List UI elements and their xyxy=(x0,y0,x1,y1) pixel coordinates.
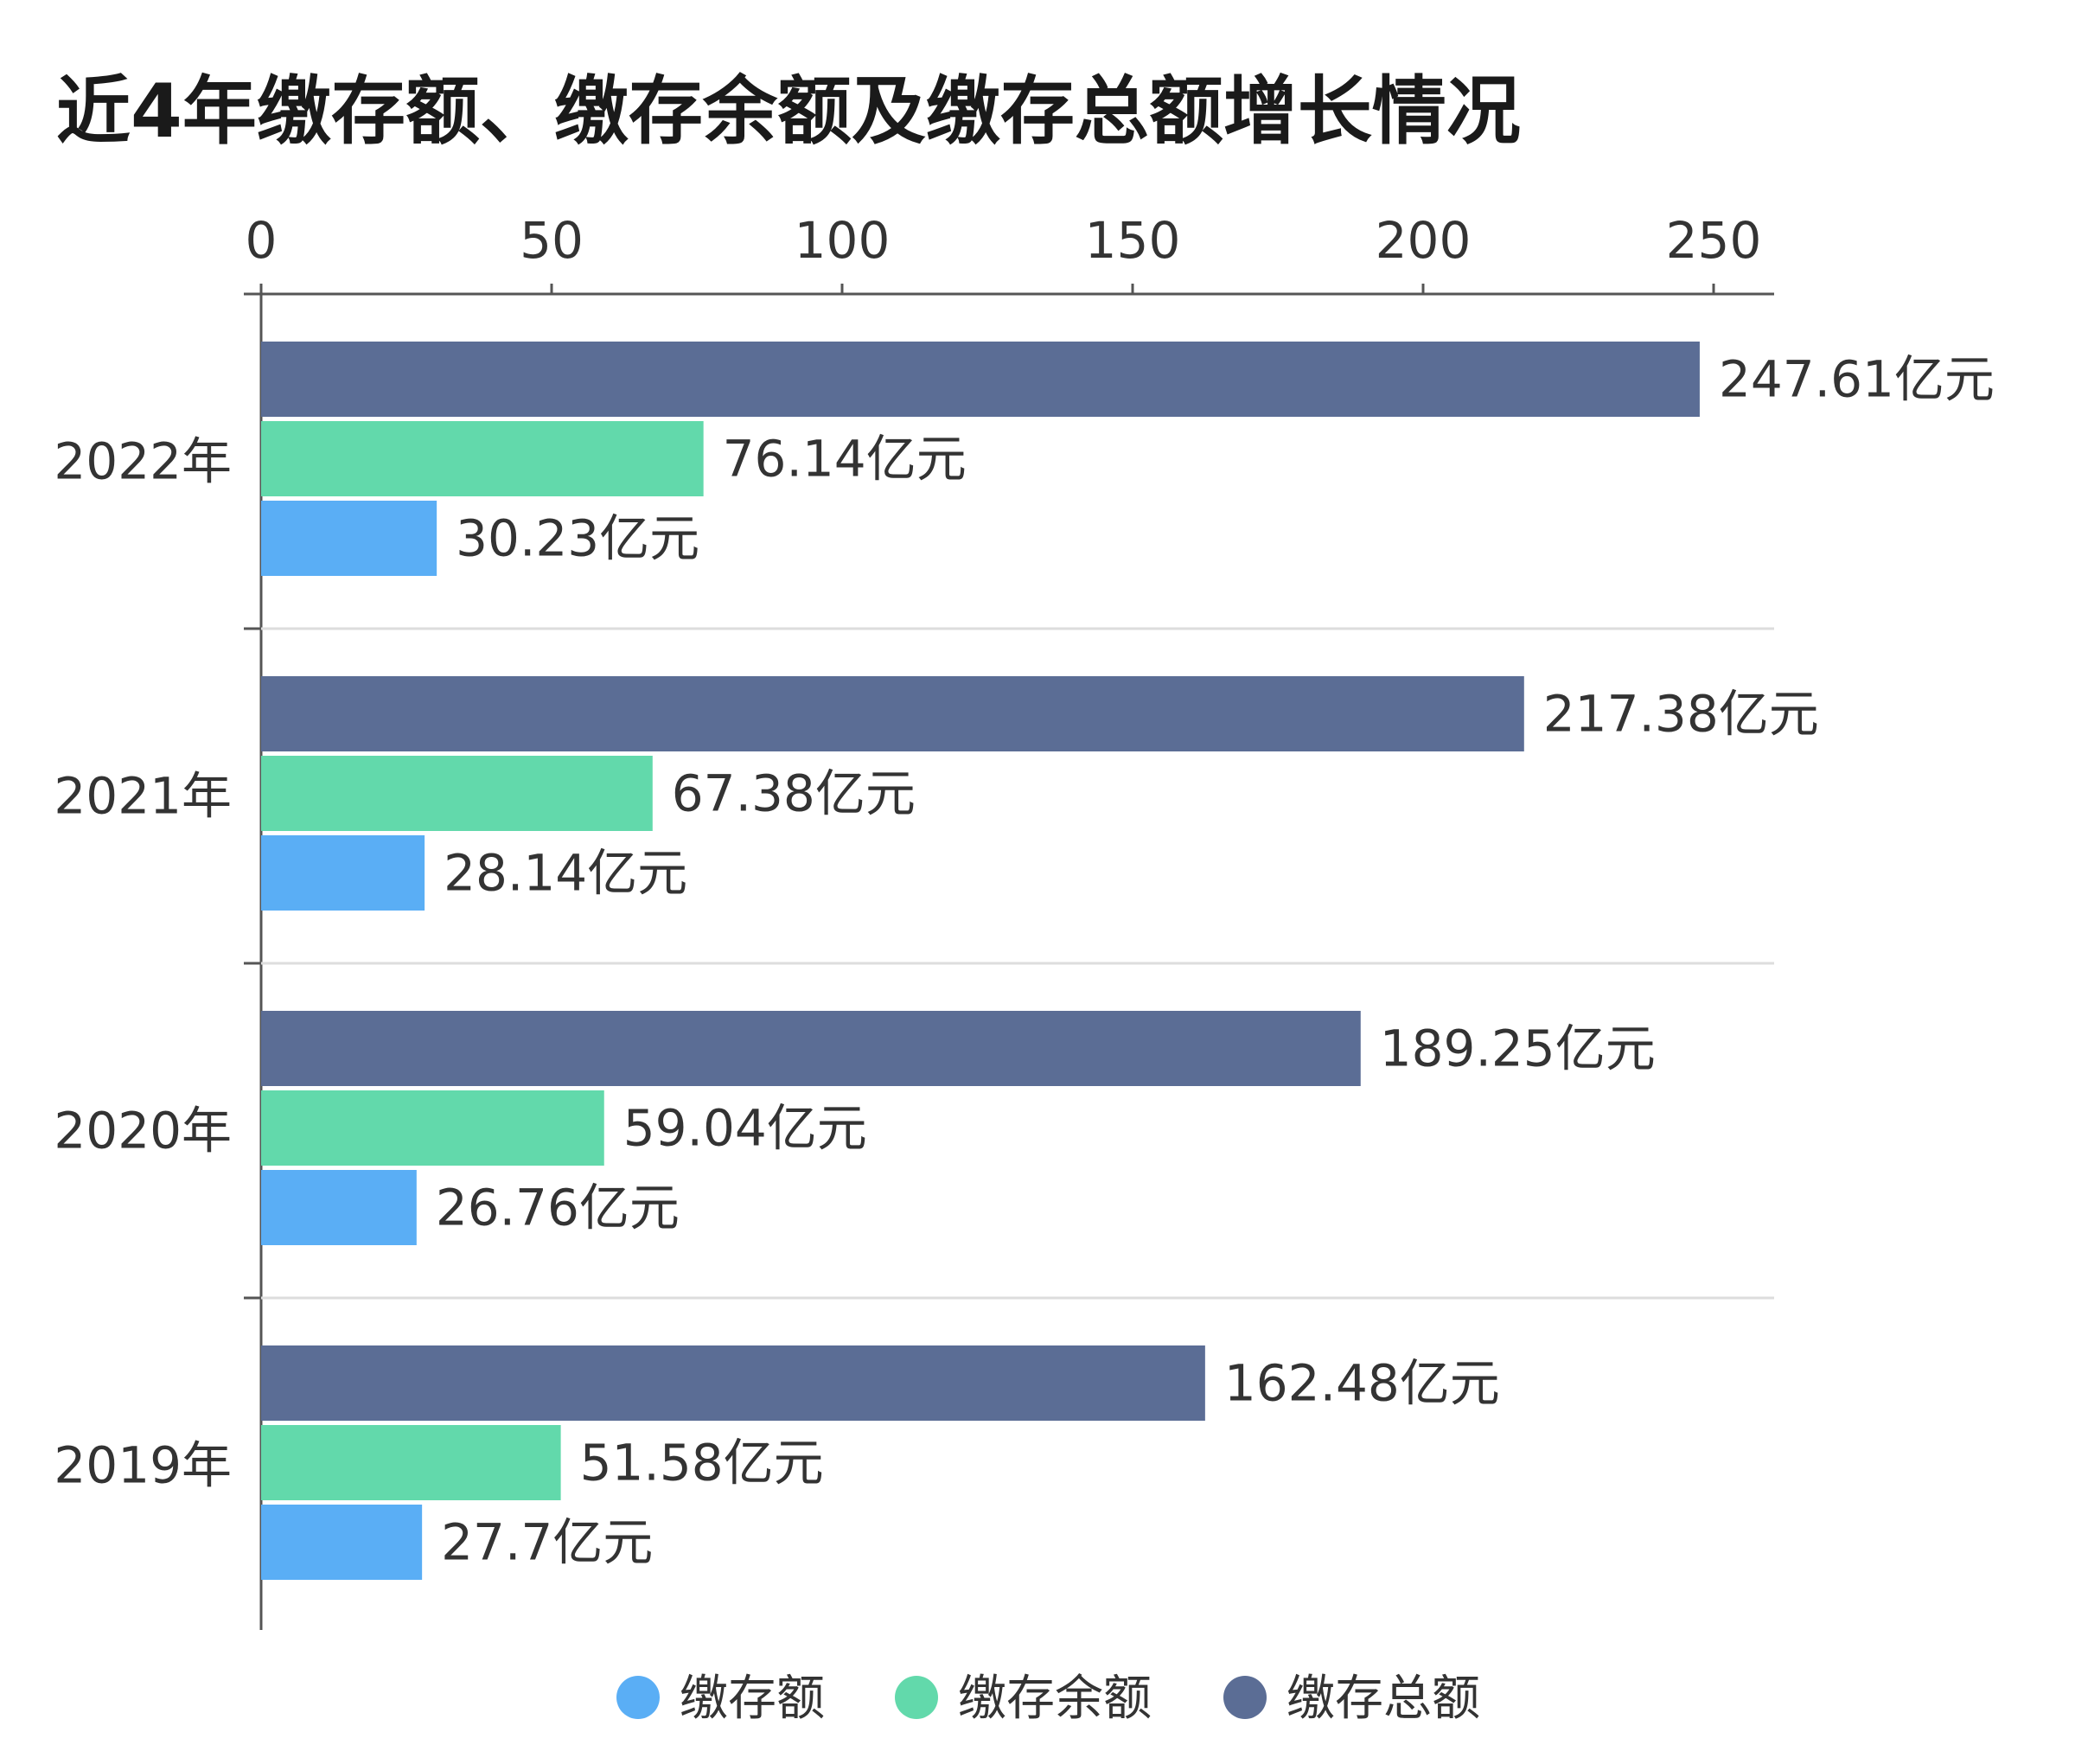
bar xyxy=(261,756,653,831)
x-tick-label: 200 xyxy=(1376,211,1472,270)
x-tick-label: 50 xyxy=(520,211,584,270)
data-label: 67.38亿元 xyxy=(672,764,916,823)
bar xyxy=(261,1090,604,1166)
category-label: 2020年 xyxy=(54,1102,232,1160)
data-label: 30.23亿元 xyxy=(456,509,699,568)
legend-marker xyxy=(616,1676,660,1719)
bar xyxy=(261,835,425,911)
data-label: 51.58亿元 xyxy=(580,1434,824,1492)
bar xyxy=(261,1170,417,1245)
bar xyxy=(261,501,437,576)
bar xyxy=(261,676,1524,751)
category-label: 2021年 xyxy=(54,767,232,826)
data-label: 28.14亿元 xyxy=(444,844,687,903)
data-label: 162.48亿元 xyxy=(1224,1354,1500,1413)
legend-label: 缴存额 xyxy=(680,1671,825,1727)
legend-label: 缴存总额 xyxy=(1286,1671,1480,1727)
x-tick-label: 250 xyxy=(1666,211,1762,270)
x-tick-label: 150 xyxy=(1085,211,1181,270)
bar xyxy=(261,1011,1361,1086)
legend-marker xyxy=(1223,1676,1267,1719)
axis-layer: 0 50 100 150 200 250 2022年 2021年 2020年 2019年 xyxy=(54,211,1774,1630)
bar xyxy=(261,1505,423,1580)
category-label: 2022年 xyxy=(54,432,232,491)
x-tick-label: 0 xyxy=(246,211,278,270)
data-label: 27.7亿元 xyxy=(441,1513,653,1572)
data-label: 217.38亿元 xyxy=(1543,685,1819,744)
x-tick-label: 100 xyxy=(795,211,891,270)
bar xyxy=(261,342,1700,417)
legend-label: 缴存余额 xyxy=(958,1671,1152,1727)
bars-layer: 247.61亿元 76.14亿元 30.23亿元 217.38亿元 67.38亿元 28.… xyxy=(261,342,1995,1580)
data-label: 26.76亿元 xyxy=(436,1179,680,1237)
bar xyxy=(261,1425,561,1500)
legend-marker xyxy=(895,1676,938,1719)
bar xyxy=(261,1345,1205,1421)
data-label: 59.04亿元 xyxy=(623,1099,867,1158)
data-label: 76.14亿元 xyxy=(723,430,967,489)
legend: 缴存额 缴存余额 缴存总额 xyxy=(616,1671,1480,1727)
chart-title: 近4年缴存额、缴存余额及缴存总额增长情况 xyxy=(56,68,1521,155)
data-label: 189.25亿元 xyxy=(1380,1019,1656,1078)
bar xyxy=(261,421,704,496)
data-label: 247.61亿元 xyxy=(1719,350,1995,409)
category-label: 2019年 xyxy=(54,1436,232,1495)
